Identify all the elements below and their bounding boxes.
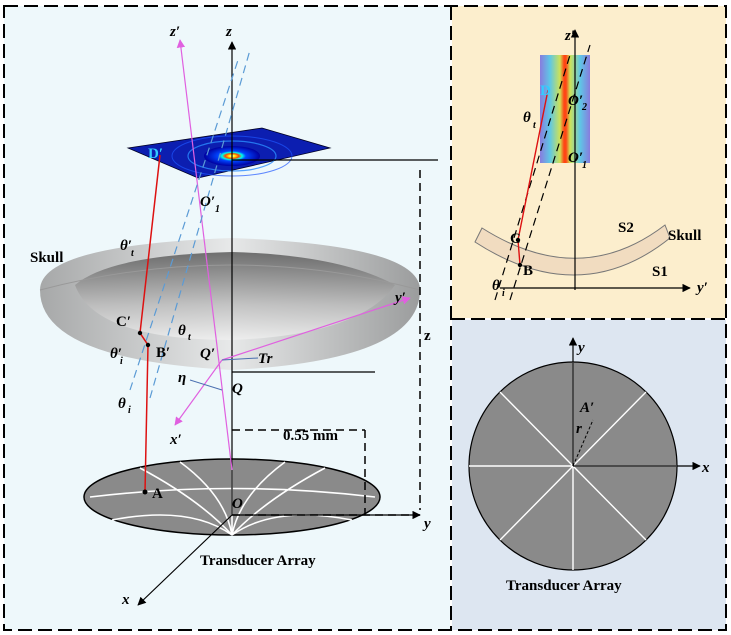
theta-i-right-label: θ <box>492 278 500 294</box>
z-axis-label: z <box>225 24 232 40</box>
point-D-label: D <box>540 83 551 99</box>
point-C-dot <box>515 237 521 243</box>
top-right-diagram: z′ y′ Skull S2 S1 B C D O′ 2 O′ 1 θ t θ … <box>474 28 708 301</box>
point-O2-sub: 2 <box>581 102 587 113</box>
theta-t-2-label: θ <box>178 323 186 339</box>
z-dim-label: z <box>424 328 431 344</box>
theta-t-right-sub: t <box>533 120 537 131</box>
point-O1-label: O′ <box>568 150 583 166</box>
point-Q-label: Q <box>232 381 243 397</box>
dashed-right-1 <box>509 44 591 301</box>
main-title: Transducer Array <box>200 553 316 569</box>
tr-line <box>221 357 259 361</box>
y-prime-axis-label: y′ <box>393 290 406 306</box>
s1-label: S1 <box>652 264 668 280</box>
point-B-prime-dot <box>145 342 151 348</box>
y-axis-right-label: y <box>576 340 585 356</box>
distance-label: 0.55 mm <box>283 428 338 444</box>
dashed-right-2 <box>494 54 571 301</box>
point-D-prime-label: D′ <box>148 146 163 162</box>
point-C-label: C <box>510 231 521 247</box>
theta-i-1-sub: i <box>120 356 123 367</box>
point-Q-prime-label: Q′ <box>200 346 215 362</box>
eta-line <box>189 379 223 391</box>
theta-t-1-label: θ′ <box>120 238 132 254</box>
x-prime-axis <box>174 359 223 426</box>
theta-t-right-label: θ <box>523 110 531 126</box>
theta-i-2-sub: i <box>128 405 131 416</box>
dashed-normal-1 <box>149 49 251 399</box>
y-axis-label: y <box>422 516 431 532</box>
theta-t-1-sub: t <box>131 248 135 259</box>
point-O1-prime-label: O′ <box>200 194 215 210</box>
theta-i-right-sub: i <box>502 288 505 299</box>
point-A-dot <box>142 489 148 495</box>
point-B-dot <box>517 262 523 268</box>
outer-border <box>3 5 727 631</box>
x-axis-label: x <box>121 592 130 608</box>
y-prime-axis-right-label: y′ <box>695 280 708 296</box>
skull-right-label: Skull <box>668 228 701 244</box>
point-C-prime-dot <box>137 330 143 336</box>
theta-i-1-label: θ′ <box>110 346 122 362</box>
dashed-normal-2 <box>129 59 239 391</box>
point-O2-label: O′ <box>568 93 583 109</box>
z-prime-axis-label: z′ <box>169 24 180 40</box>
point-O1-sub: 1 <box>215 204 220 215</box>
main-diagram: z z′ y x y′ x′ Skull O A B′ C′ D′ O′ 1 Q… <box>30 24 438 608</box>
eta-label: η <box>178 370 186 386</box>
point-C-prime-label: C′ <box>116 314 131 330</box>
x-prime-axis-label: x′ <box>169 432 182 448</box>
point-B-prime-label: B′ <box>156 345 170 361</box>
s2-label: S2 <box>618 220 634 236</box>
ray-path <box>139 154 161 493</box>
z-prime-axis-right-label: z′ <box>564 28 575 44</box>
theta-t-2-sub: t <box>188 332 192 343</box>
point-B-label: B <box>523 263 533 279</box>
theta-i-2-label: θ <box>118 396 126 412</box>
y-prime-axis <box>221 296 411 361</box>
point-O1-sub: 1 <box>582 160 587 171</box>
x-axis <box>137 514 233 606</box>
r-label: r <box>576 421 582 437</box>
origin-label: O <box>232 496 243 512</box>
bottom-right-diagram: y x A′ r Transducer Array <box>468 337 710 594</box>
tr-label: Tr <box>258 351 273 367</box>
skull-rim <box>39 264 421 291</box>
skull-label: Skull <box>30 250 63 266</box>
r-line <box>572 419 594 467</box>
skull-section <box>474 224 671 276</box>
bottom-right-title: Transducer Array <box>506 578 622 594</box>
z-prime-axis <box>176 39 233 471</box>
point-A-prime-label: A′ <box>579 400 594 416</box>
skull-inner <box>75 252 395 340</box>
x-axis-right-label: x <box>701 460 710 476</box>
point-A-label: A <box>152 486 163 502</box>
